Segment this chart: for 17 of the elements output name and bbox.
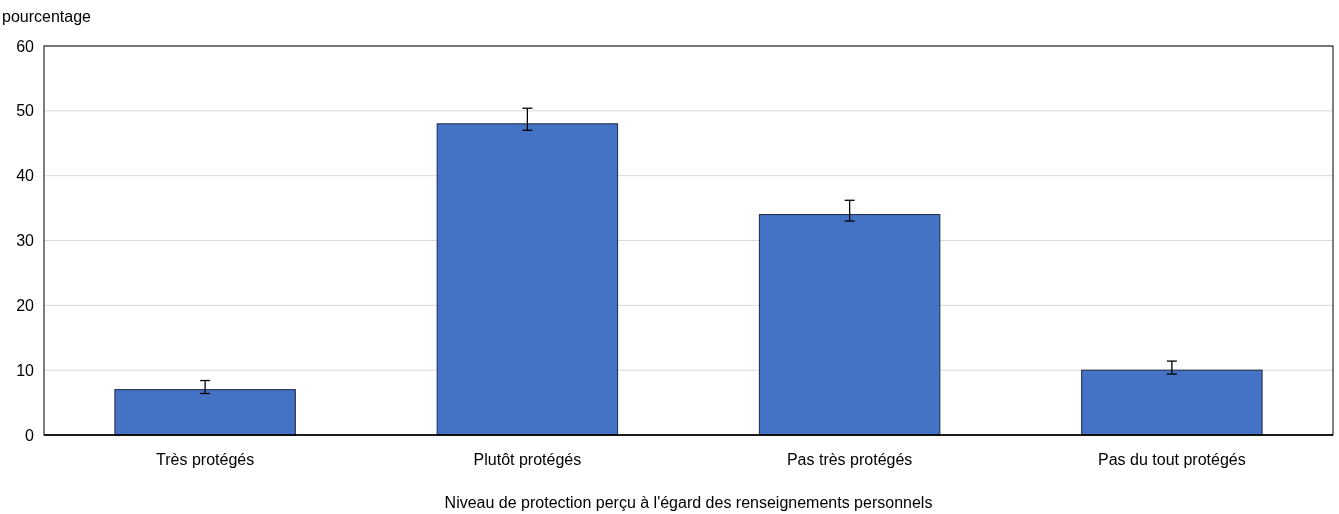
bar [436, 123, 619, 436]
x-tick-label: Pas du tout protégés [1098, 451, 1246, 468]
x-axis-title: Niveau de protection perçu à l'égard des renseignements personnels [444, 494, 933, 511]
x-tick-label: Pas très protégés [786, 451, 913, 468]
y-tick-label: 50 [16, 102, 35, 120]
y-axis-title: pourcentage [2, 8, 92, 25]
bar [758, 214, 941, 436]
x-tick-label: Plutôt protégés [473, 451, 582, 468]
y-tick-label: 30 [16, 232, 35, 250]
y-tick-label: 0 [25, 426, 35, 444]
y-tick-label: 40 [16, 167, 35, 185]
y-tick-label: 20 [16, 296, 35, 314]
y-tick-label: 60 [16, 37, 35, 55]
y-tick-label: 10 [16, 361, 35, 379]
bar [114, 389, 296, 436]
bar [1081, 369, 1263, 436]
x-tick-label: Très protégés [156, 451, 255, 468]
